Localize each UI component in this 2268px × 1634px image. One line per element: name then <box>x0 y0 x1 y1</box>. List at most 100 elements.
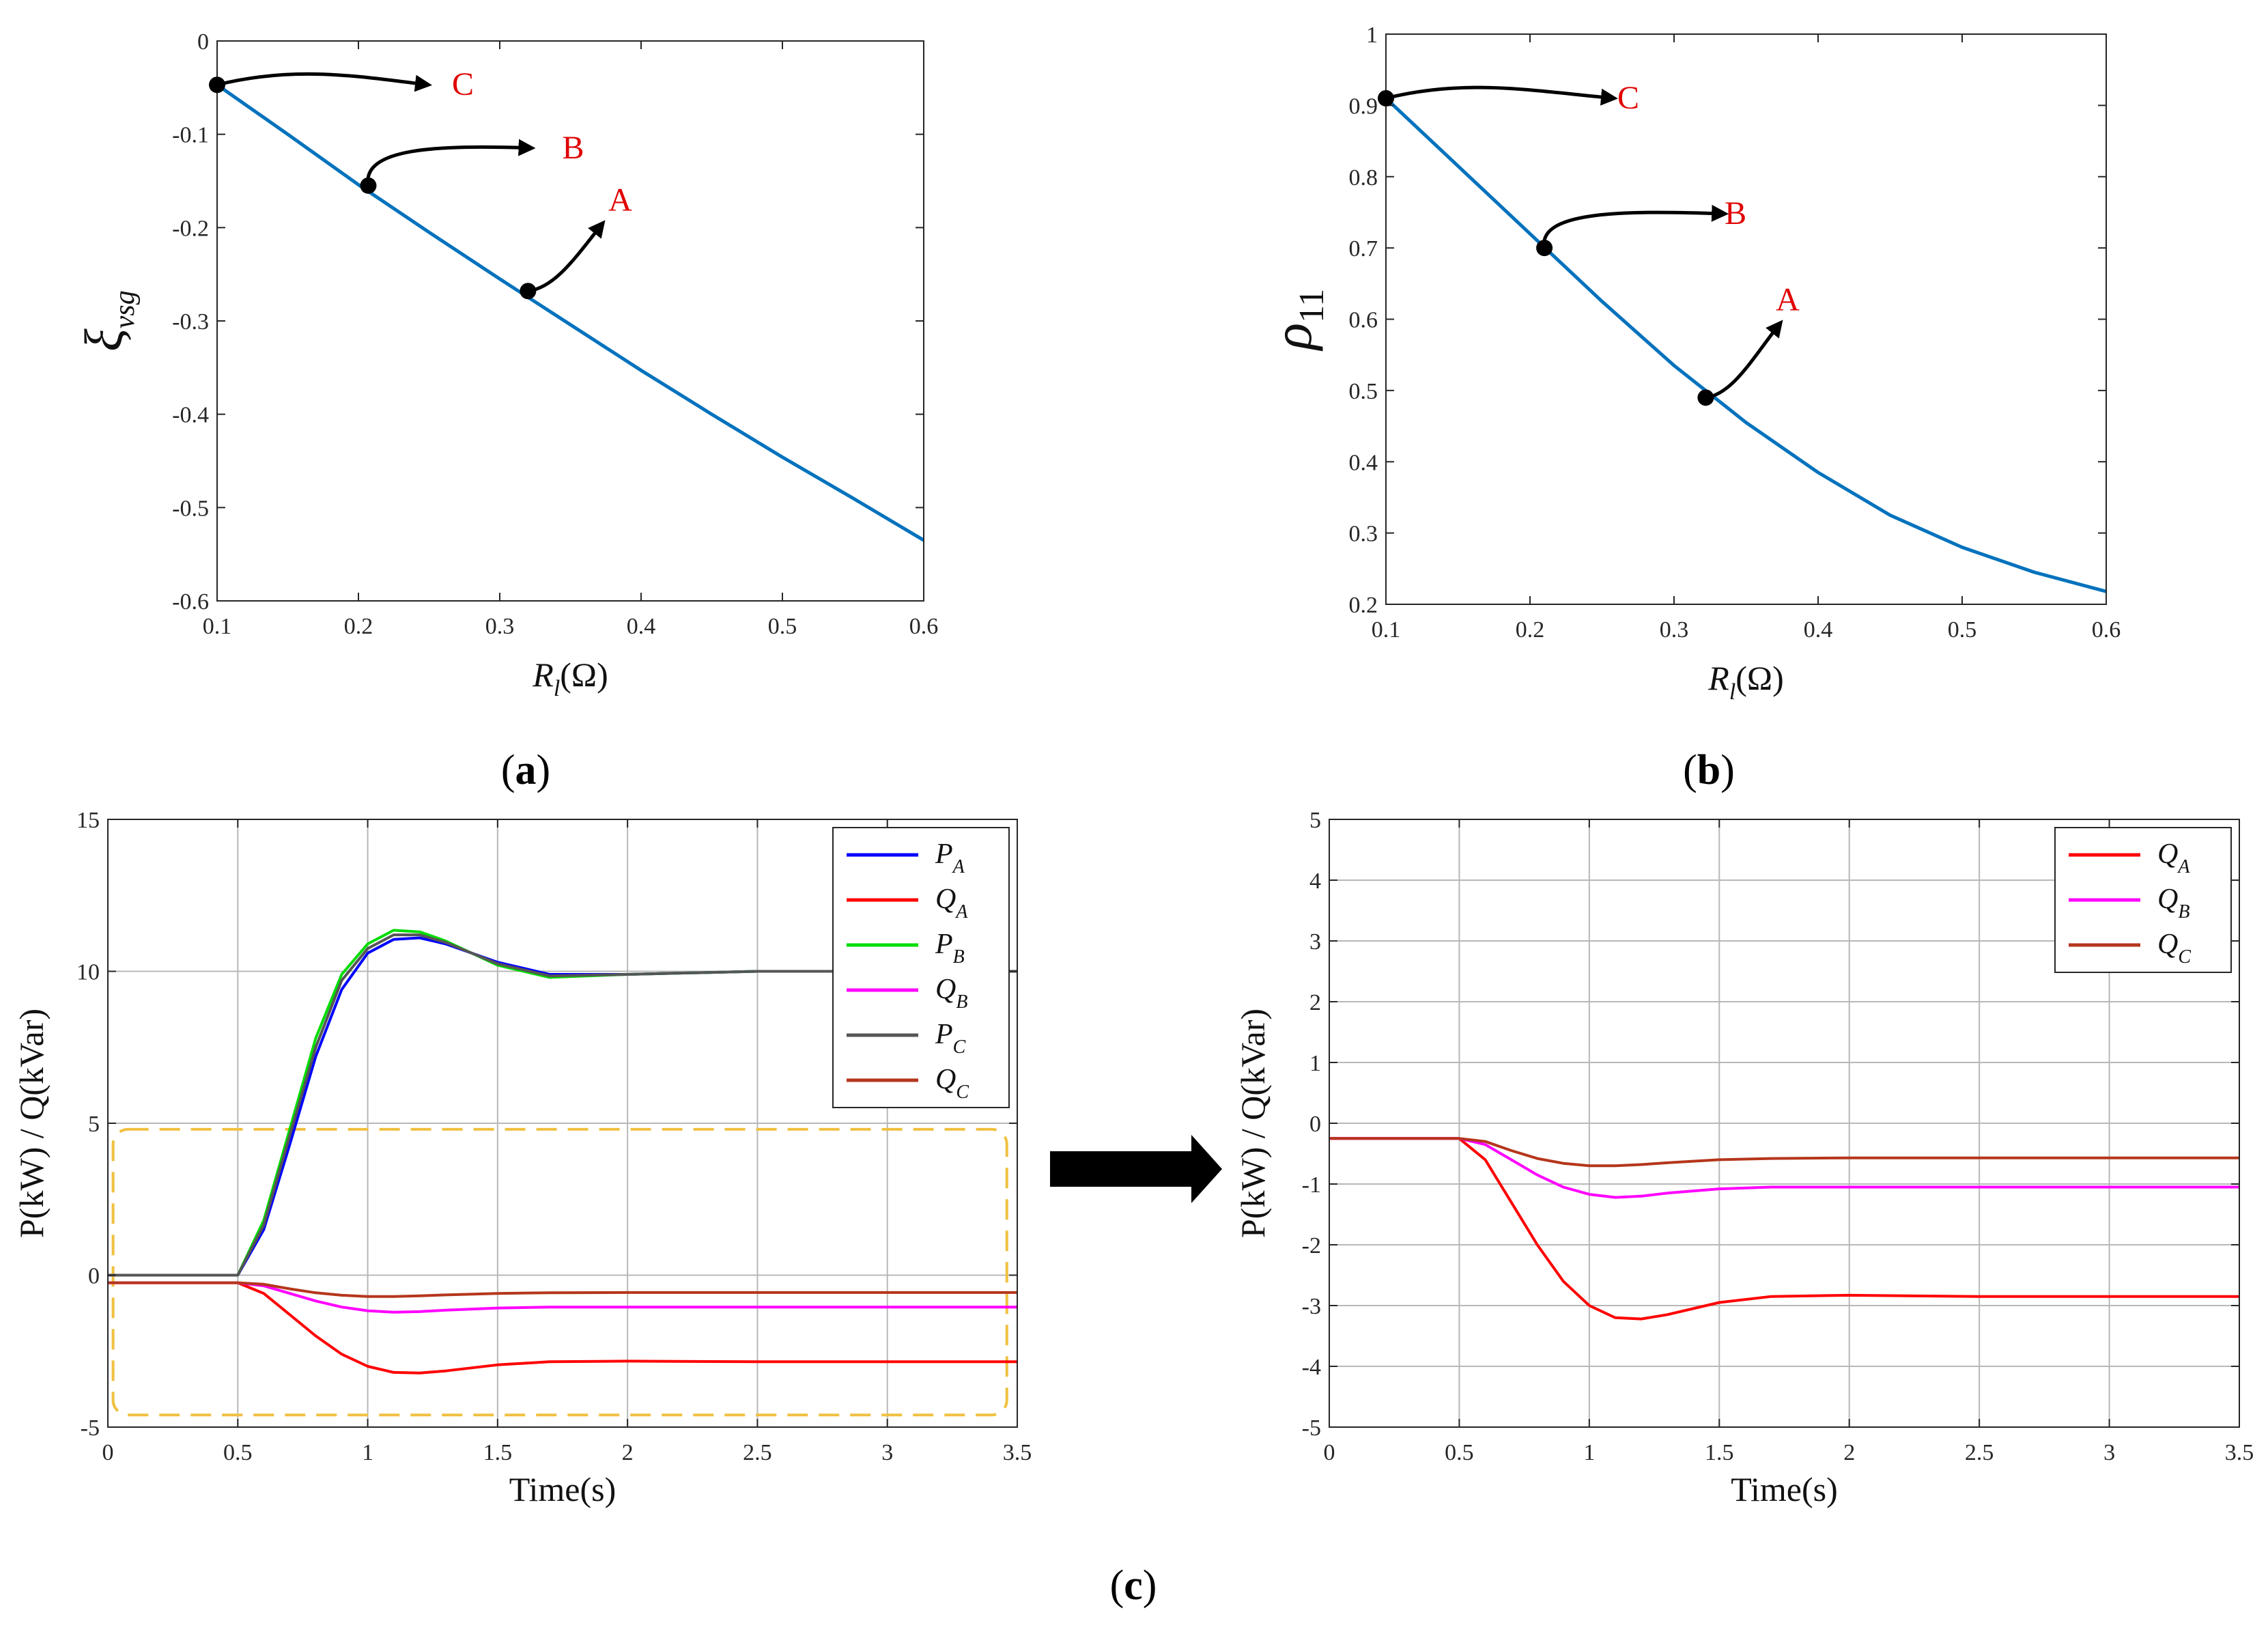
marker-label-B: B <box>562 130 584 166</box>
caption-a: (a) <box>501 747 550 793</box>
x-tick-label: 0.3 <box>485 614 515 639</box>
legend-label-QB: QB <box>935 974 967 1013</box>
chart-b: 0.1 0.2 0.3 0.4 0.5 0.60.20.30.40.50.60.70.80… <box>1261 23 2121 793</box>
y-tick-label: 0.6 <box>1349 308 1378 333</box>
marker-point-B <box>1536 240 1553 257</box>
marker-label-B: B <box>1725 195 1746 231</box>
callout-arrow-B <box>366 139 536 186</box>
legend-label-QA: QA <box>935 884 968 922</box>
y-tick-label: 0 <box>88 1264 100 1289</box>
x-tick-label: 0.5 <box>1948 617 1977 643</box>
series-line-QC <box>108 1281 1017 1298</box>
callout-arrow-A <box>1705 320 1783 399</box>
y-tick-label: 0 <box>1309 1112 1321 1137</box>
x-axis-label: Time(s) <box>1731 1470 1838 1508</box>
plot-area <box>217 41 924 601</box>
y-tick-label: 3 <box>1309 929 1321 955</box>
series-line-ξvsg <box>216 83 925 542</box>
y-tick-label: 1 <box>1366 23 1378 48</box>
y-axis-label: P(kW) / Q(kVar) <box>12 1009 51 1238</box>
y-tick-label: 4 <box>1309 869 1321 894</box>
legend-label-PC: PC <box>935 1019 966 1058</box>
y-tick-label: -0.2 <box>172 216 209 241</box>
legend-label-PA: PA <box>935 839 965 877</box>
x-tick-label: 1.5 <box>1705 1440 1734 1465</box>
legend-box <box>832 827 1010 1108</box>
series-line-QA <box>108 1281 1017 1375</box>
y-tick-label: -0.1 <box>172 123 209 148</box>
y-axis-label: ρ11 <box>1261 289 1331 352</box>
callout-arrow-C <box>216 72 432 92</box>
x-tick-label: 1 <box>362 1440 373 1465</box>
y-tick-label: 0.3 <box>1349 522 1378 547</box>
legend-label-QA: QA <box>2157 839 2190 877</box>
x-tick-label: 0.5 <box>768 614 797 639</box>
x-tick-label: 2 <box>622 1440 634 1465</box>
chart-c-right: 0 0.5 1 1.5 2 2.5 3 3.5 -5 -4 -3 -2 -1 0 1 2 3 4 5 Time(s) P… <box>1234 808 2254 1508</box>
x-tick-label: 0.2 <box>1516 617 1545 643</box>
x-tick-label: 0.4 <box>627 614 656 639</box>
y-axis-label: P(kW) / Q(kVar) <box>1234 1009 1272 1238</box>
series-line-ρ11 <box>1385 97 2107 593</box>
y-tick-label: 0.9 <box>1349 94 1378 119</box>
x-tick-label: 0.5 <box>223 1440 253 1465</box>
y-tick-label: -5 <box>81 1415 100 1441</box>
y-tick-label: -3 <box>1302 1294 1321 1319</box>
x-tick-label: 0.1 <box>1372 617 1401 643</box>
y-tick-label: 0.5 <box>1349 379 1378 404</box>
y-tick-label: -5 <box>1302 1415 1321 1441</box>
y-tick-label: 5 <box>1309 808 1321 833</box>
x-tick-label: 3.5 <box>2225 1440 2254 1465</box>
series-line-QA <box>1329 1137 2239 1321</box>
highlight-box <box>111 1127 1008 1417</box>
transition-arrow <box>1050 1135 1222 1203</box>
legend-label-PB: PB <box>935 929 965 968</box>
x-axis-label: Time(s) <box>509 1470 616 1508</box>
x-tick-label: 0.1 <box>203 614 232 639</box>
y-axis-label: ξvsg <box>74 290 141 351</box>
x-tick-label: 3 <box>2103 1440 2115 1465</box>
x-tick-label: 2.5 <box>743 1440 772 1465</box>
y-tick-label: -2 <box>1302 1233 1321 1258</box>
x-tick-label: 0.3 <box>1660 617 1689 643</box>
x-axis-label: Rl(Ω) <box>1707 659 1783 705</box>
x-axis-label: Rl(Ω) <box>532 656 608 701</box>
x-tick-label: 0.6 <box>2092 617 2121 643</box>
x-tick-label: 1 <box>1583 1440 1595 1465</box>
x-tick-label: 2.5 <box>1965 1440 1994 1465</box>
y-tick-label: -1 <box>1302 1172 1321 1198</box>
x-tick-label: 0.2 <box>344 614 373 639</box>
series-line-PC <box>108 933 1017 1277</box>
caption-b: (b) <box>1683 747 1735 793</box>
legend-label-QC: QC <box>2157 929 2191 968</box>
y-tick-label: 5 <box>88 1112 100 1137</box>
y-tick-label: 1 <box>1309 1051 1321 1076</box>
marker-point-B <box>360 177 377 194</box>
series-line-QC <box>1329 1137 2239 1168</box>
x-tick-label: 3 <box>881 1440 893 1465</box>
y-tick-label: 2 <box>1309 990 1321 1015</box>
y-tick-label: 0.7 <box>1349 236 1378 262</box>
marker-label-C: C <box>1617 80 1639 116</box>
marker-point-C <box>1378 89 1394 107</box>
x-tick-label: 0 <box>102 1440 114 1465</box>
y-tick-label: -0.4 <box>172 403 209 428</box>
caption-c1: (c) <box>1110 1562 1157 1609</box>
callout-arrow-C <box>1385 85 1618 106</box>
y-tick-label: -0.6 <box>172 589 209 615</box>
y-tick-label: 0 <box>197 29 209 55</box>
marker-label-A: A <box>608 182 632 218</box>
y-tick-label: 15 <box>76 808 100 833</box>
y-tick-label: 0.2 <box>1349 593 1378 618</box>
legend: PA QA PB QB PC QC <box>832 827 1010 1108</box>
marker-label-C: C <box>452 66 474 102</box>
callout-arrow-B <box>1542 204 1729 249</box>
y-tick-label: 0.8 <box>1349 165 1378 191</box>
x-tick-label: 0.5 <box>1445 1440 1474 1465</box>
marker-point-A <box>520 283 537 300</box>
marker-point-A <box>1697 389 1714 406</box>
callout-arrow-A <box>528 220 606 293</box>
y-tick-label: 10 <box>76 960 100 985</box>
